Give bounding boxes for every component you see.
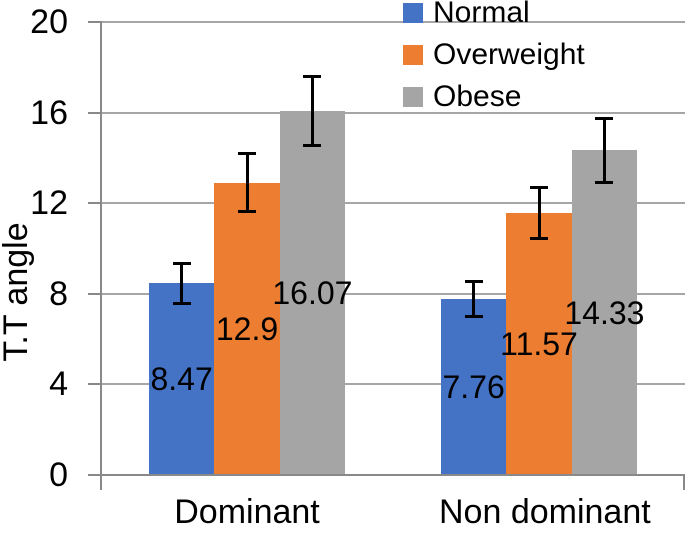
error-bar-line-obese-non-dominant: [602, 117, 606, 184]
y-tick-label-0: 0: [49, 456, 68, 494]
bar-value-label-overweight-dominant: 12.9: [215, 310, 279, 347]
x-category-label-non-dominant: Non dominant: [439, 493, 651, 531]
error-bar-cap-top-overweight-dominant: [238, 152, 256, 156]
error-bar-cap-bottom-overweight-dominant: [238, 210, 256, 214]
legend-item-overweight: Overweight: [403, 34, 585, 76]
gridline-8: [101, 292, 685, 295]
error-bar-cap-top-normal-non-dominant: [464, 280, 483, 284]
x-axis-tick: [683, 474, 685, 490]
y-axis-tick-4: [88, 383, 101, 386]
x-category-label-dominant: Dominant: [174, 493, 320, 531]
y-axis-line: [100, 21, 102, 490]
bar-normal-dominant: [148, 283, 215, 475]
bar-obese-non-dominant: [571, 150, 638, 475]
bar-overweight-dominant: [214, 182, 280, 475]
bar-overweight-non-dominant: [506, 212, 572, 475]
error-bar-line-overweight-dominant: [245, 153, 249, 213]
y-axis-title: T.T angle: [0, 222, 35, 362]
error-bar-cap-top-obese-non-dominant: [595, 116, 614, 120]
legend-label-overweight: Overweight: [433, 38, 585, 71]
y-axis-tick-12: [88, 202, 101, 205]
bar-value-label-normal-non-dominant: 7.76: [442, 369, 505, 406]
y-axis-tick-16: [88, 111, 101, 114]
error-bar-cap-top-obese-dominant: [303, 74, 322, 78]
gridline-16: [101, 111, 685, 114]
error-bar-cap-bottom-normal-dominant: [172, 301, 191, 305]
gridline-4: [101, 383, 685, 386]
error-bar-cap-top-overweight-non-dominant: [530, 185, 548, 189]
y-axis-tick-8: [88, 292, 101, 295]
bar-value-label-obese-non-dominant: 14.33: [564, 294, 645, 331]
error-bar-line-obese-dominant: [310, 75, 314, 147]
legend-item-normal: Normal: [403, 0, 585, 34]
legend-swatch-obese: [403, 87, 423, 107]
legend-swatch-normal: [403, 3, 423, 23]
gridline-20: [101, 21, 685, 23]
error-bar-cap-bottom-normal-non-dominant: [464, 315, 483, 319]
legend-label-obese: Obese: [433, 80, 522, 113]
gridline-12: [101, 202, 685, 205]
error-bar-cap-bottom-obese-dominant: [303, 144, 322, 148]
y-tick-label-8: 8: [49, 274, 68, 313]
error-bar-cap-bottom-obese-non-dominant: [595, 181, 614, 185]
error-bar-cap-bottom-overweight-non-dominant: [530, 236, 548, 240]
bar-normal-non-dominant: [440, 299, 507, 475]
x-axis-line: [100, 474, 685, 476]
error-bar-line-normal-non-dominant: [472, 281, 476, 318]
y-axis-tick-20: [88, 21, 101, 23]
error-bar-line-normal-dominant: [180, 262, 184, 304]
y-tick-label-16: 16: [30, 93, 68, 132]
y-tick-label-4: 4: [49, 365, 68, 404]
legend-label-normal: Normal: [433, 0, 530, 29]
legend-item-obese: Obese: [403, 76, 585, 118]
legend-swatch-overweight: [403, 45, 423, 65]
bar-value-label-obese-dominant: 16.07: [272, 275, 353, 311]
y-axis-tick-0: [88, 474, 101, 476]
bar-value-label-overweight-non-dominant: 11.57: [500, 325, 578, 362]
error-bar-cap-top-normal-dominant: [172, 261, 191, 265]
y-tick-label-12: 12: [30, 184, 68, 223]
error-bar-line-overweight-non-dominant: [537, 186, 541, 239]
bar-value-label-normal-dominant: 8.47: [150, 361, 213, 398]
y-tick-label-20: 20: [30, 3, 68, 41]
legend: Normal Overweight Obese: [403, 0, 585, 118]
bar-obese-dominant: [279, 111, 346, 475]
